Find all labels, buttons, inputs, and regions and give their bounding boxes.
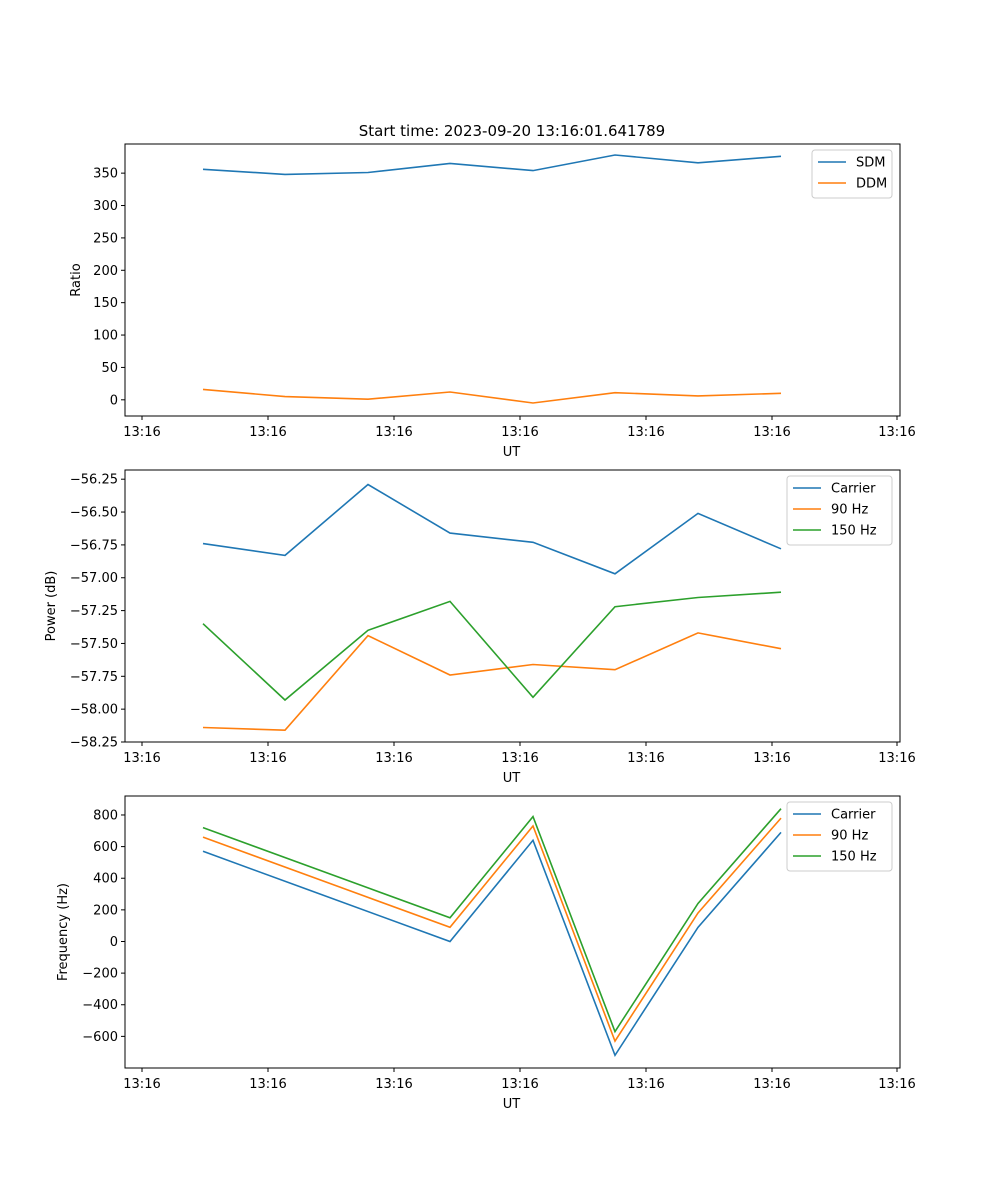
legend-label: Carrier [831, 808, 876, 823]
axes-frame [124, 469, 901, 743]
x-tick-label: 13:16 [123, 425, 160, 440]
legend: Carrier 90 Hz 150 Hz [786, 801, 893, 872]
y-tick-label: −56.25 [70, 473, 118, 488]
x-axis-label: UT [503, 1097, 521, 1112]
series-line-carrier [202, 483, 782, 575]
y-tick-label: −400 [82, 998, 118, 1013]
y-tick-label: 100 [93, 329, 118, 344]
y-tick-label: 350 [93, 167, 118, 182]
x-tick-label: 13:16 [249, 1077, 286, 1092]
x-tick-label: 13:16 [501, 751, 538, 766]
axes-frame [124, 143, 901, 417]
legend: SDM DDM [811, 149, 893, 199]
y-tick-label: 400 [93, 872, 118, 887]
x-tick-label: 13:16 [878, 425, 915, 440]
y-axis-label: Frequency (Hz) [56, 883, 71, 981]
series-line-90-hz [202, 817, 782, 1043]
x-tick-label: 13:16 [375, 425, 412, 440]
series-line-ddm [202, 388, 782, 404]
x-tick-label: 13:16 [123, 751, 160, 766]
x-tick-label: 13:16 [627, 425, 664, 440]
legend-box [786, 801, 893, 872]
legend-label: Carrier [831, 482, 876, 497]
subplot-3: −600 −400 −200 0 200 400 600 800 13:16 13:16 13:16… [56, 795, 916, 1112]
x-tick-label: 13:16 [753, 425, 790, 440]
y-tick-label: −200 [82, 967, 118, 982]
y-tick-label: 0 [110, 393, 118, 408]
legend-label: 90 Hz [831, 503, 868, 518]
y-tick-label: −57.75 [70, 670, 118, 685]
x-tick-label: 13:16 [878, 1077, 915, 1092]
x-tick-label: 13:16 [501, 1077, 538, 1092]
x-tick-label: 13:16 [627, 751, 664, 766]
y-tick-label: −58.00 [70, 703, 118, 718]
y-tick-label: 0 [110, 935, 118, 950]
legend-label: DDM [856, 177, 887, 192]
x-tick-label: 13:16 [249, 425, 286, 440]
x-tick-label: 13:16 [249, 751, 286, 766]
x-tick-label: 13:16 [375, 1077, 412, 1092]
axes-frame [124, 795, 901, 1069]
y-tick-label: 150 [93, 296, 118, 311]
subplot-2: −58.25 −58.00 −57.75 −57.50 −57.25 −57.00 −56.… [44, 469, 916, 786]
y-tick-label: 200 [93, 903, 118, 918]
y-axis-label: Power (dB) [44, 571, 59, 642]
y-tick-label: −600 [82, 1030, 118, 1045]
y-axis-label: Ratio [69, 263, 84, 296]
legend-label: SDM [856, 156, 885, 171]
series-line-carrier [202, 831, 782, 1058]
x-tick-label: 13:16 [753, 1077, 790, 1092]
series-line-sdm [202, 154, 782, 176]
y-tick-label: 300 [93, 199, 118, 214]
figure-title: Start time: 2023-09-20 13:16:01.641789 [359, 122, 665, 140]
series-line-90-hz [202, 632, 782, 732]
x-tick-label: 13:16 [627, 1077, 664, 1092]
y-tick-label: −56.75 [70, 538, 118, 553]
legend-label: 90 Hz [831, 829, 868, 844]
y-tick-label: 200 [93, 264, 118, 279]
x-axis-label: UT [503, 771, 521, 786]
y-tick-label: −57.00 [70, 571, 118, 586]
x-tick-label: 13:16 [878, 751, 915, 766]
legend-box [786, 475, 893, 546]
y-tick-label: −58.25 [70, 736, 118, 751]
y-tick-label: 600 [93, 840, 118, 855]
y-tick-label: 250 [93, 231, 118, 246]
x-tick-label: 13:16 [753, 751, 790, 766]
x-tick-label: 13:16 [501, 425, 538, 440]
legend: Carrier 90 Hz 150 Hz [786, 475, 893, 546]
y-tick-label: 50 [101, 361, 118, 376]
series-line-150-hz [202, 808, 782, 1034]
x-axis-label: UT [503, 445, 521, 460]
subplot-1: 0 50 100 150 200 250 300 350 13:16 13:16 13:16 13:1… [69, 143, 916, 460]
legend-label: 150 Hz [831, 850, 877, 865]
y-tick-label: −56.50 [70, 506, 118, 521]
y-tick-label: −57.25 [70, 604, 118, 619]
y-tick-label: −57.50 [70, 637, 118, 652]
legend-label: 150 Hz [831, 524, 877, 539]
x-tick-label: 13:16 [375, 751, 412, 766]
x-tick-label: 13:16 [123, 1077, 160, 1092]
series-line-150-hz [202, 591, 782, 702]
y-tick-label: 800 [93, 808, 118, 823]
